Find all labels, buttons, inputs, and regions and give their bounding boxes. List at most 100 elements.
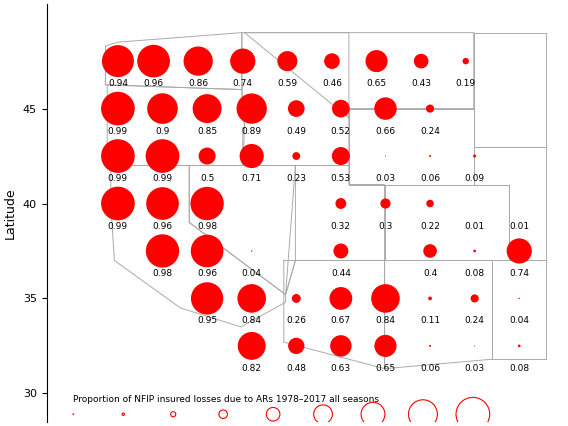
Point xyxy=(369,411,378,417)
Text: 0.23: 0.23 xyxy=(286,174,306,183)
Text: 0.19: 0.19 xyxy=(456,79,476,88)
Text: 0.52: 0.52 xyxy=(331,127,351,135)
Point xyxy=(419,411,428,417)
Point xyxy=(247,153,256,159)
Point xyxy=(425,295,435,302)
Point xyxy=(203,200,212,207)
Point xyxy=(69,411,78,417)
Text: 0.89: 0.89 xyxy=(241,127,262,135)
Text: 0.84: 0.84 xyxy=(242,317,262,325)
Text: 0.67: 0.67 xyxy=(331,317,351,325)
Point xyxy=(203,105,212,112)
Point xyxy=(203,248,212,254)
Text: 0.71: 0.71 xyxy=(241,174,262,183)
Point xyxy=(247,343,256,349)
Text: 0.98: 0.98 xyxy=(197,222,217,230)
Point xyxy=(425,153,435,159)
Point xyxy=(515,248,524,254)
Text: 0.53: 0.53 xyxy=(331,174,351,183)
Text: 0.94: 0.94 xyxy=(108,79,128,88)
Text: 0.59: 0.59 xyxy=(277,79,298,88)
Point xyxy=(247,248,256,254)
Point xyxy=(515,295,524,302)
Point xyxy=(381,105,390,112)
Text: 0.09: 0.09 xyxy=(465,174,485,183)
Point xyxy=(381,295,390,302)
Text: 0.9: 0.9 xyxy=(155,127,170,135)
Text: 0.08: 0.08 xyxy=(465,269,485,278)
Point xyxy=(327,58,336,64)
Text: 0.43: 0.43 xyxy=(411,79,431,88)
Point xyxy=(114,200,123,207)
Point xyxy=(292,153,301,159)
Point xyxy=(461,58,470,64)
Text: 0.98: 0.98 xyxy=(152,269,173,278)
Text: 0.46: 0.46 xyxy=(322,79,342,88)
Point xyxy=(470,343,479,349)
Point xyxy=(336,248,345,254)
Point xyxy=(470,295,479,302)
Text: 0.01: 0.01 xyxy=(509,222,529,230)
Text: 0.95: 0.95 xyxy=(197,317,217,325)
Text: 0.99: 0.99 xyxy=(108,222,128,230)
Point xyxy=(425,200,435,207)
Point xyxy=(114,153,123,159)
Point xyxy=(219,411,228,417)
Point xyxy=(169,411,178,417)
Text: 0.26: 0.26 xyxy=(286,317,306,325)
Text: 0.24: 0.24 xyxy=(465,317,485,325)
Y-axis label: Latitude: Latitude xyxy=(4,187,17,239)
Text: 0.49: 0.49 xyxy=(286,127,306,135)
Point xyxy=(470,153,479,159)
Point xyxy=(425,248,435,254)
Point xyxy=(114,105,123,112)
Point xyxy=(149,58,158,64)
Text: 0.08: 0.08 xyxy=(509,364,529,373)
Point xyxy=(269,411,278,417)
Point xyxy=(203,153,212,159)
Point xyxy=(119,411,128,417)
Text: 0.22: 0.22 xyxy=(420,222,440,230)
Point xyxy=(381,153,390,159)
Point xyxy=(425,105,435,112)
Point xyxy=(158,200,167,207)
Text: 0.06: 0.06 xyxy=(420,174,440,183)
Point xyxy=(292,295,301,302)
Text: 0.85: 0.85 xyxy=(197,127,217,135)
Text: 0.3: 0.3 xyxy=(378,222,392,230)
Text: 0.04: 0.04 xyxy=(242,269,262,278)
Point xyxy=(425,343,435,349)
Point xyxy=(203,295,212,302)
Point xyxy=(381,343,390,349)
Point xyxy=(515,343,524,349)
Text: 0.84: 0.84 xyxy=(375,317,395,325)
Point xyxy=(319,411,328,417)
Point xyxy=(336,343,345,349)
Text: 0.96: 0.96 xyxy=(144,79,164,88)
Text: Proportion of NFIP insured losses due to ARs 1978–2017 all seasons: Proportion of NFIP insured losses due to… xyxy=(73,394,379,403)
Point xyxy=(114,58,123,64)
Text: 0.65: 0.65 xyxy=(375,364,395,373)
Text: 0.66: 0.66 xyxy=(375,127,395,135)
Point xyxy=(372,58,381,64)
Text: 0.24: 0.24 xyxy=(420,127,440,135)
Point xyxy=(381,200,390,207)
Point xyxy=(247,105,256,112)
Text: 0.4: 0.4 xyxy=(423,269,437,278)
Text: 0.01: 0.01 xyxy=(465,222,485,230)
Point xyxy=(416,58,425,64)
Point xyxy=(469,411,478,417)
Text: 0.96: 0.96 xyxy=(197,269,217,278)
Point xyxy=(158,248,167,254)
Text: 0.44: 0.44 xyxy=(331,269,351,278)
Text: 0.86: 0.86 xyxy=(188,79,208,88)
Point xyxy=(283,58,292,64)
Text: 0.74: 0.74 xyxy=(509,269,529,278)
Point xyxy=(336,105,345,112)
Text: 0.96: 0.96 xyxy=(152,222,173,230)
Text: 0.99: 0.99 xyxy=(108,127,128,135)
Point xyxy=(158,105,167,112)
Text: 0.11: 0.11 xyxy=(420,317,440,325)
Text: 0.32: 0.32 xyxy=(331,222,351,230)
Point xyxy=(158,153,167,159)
